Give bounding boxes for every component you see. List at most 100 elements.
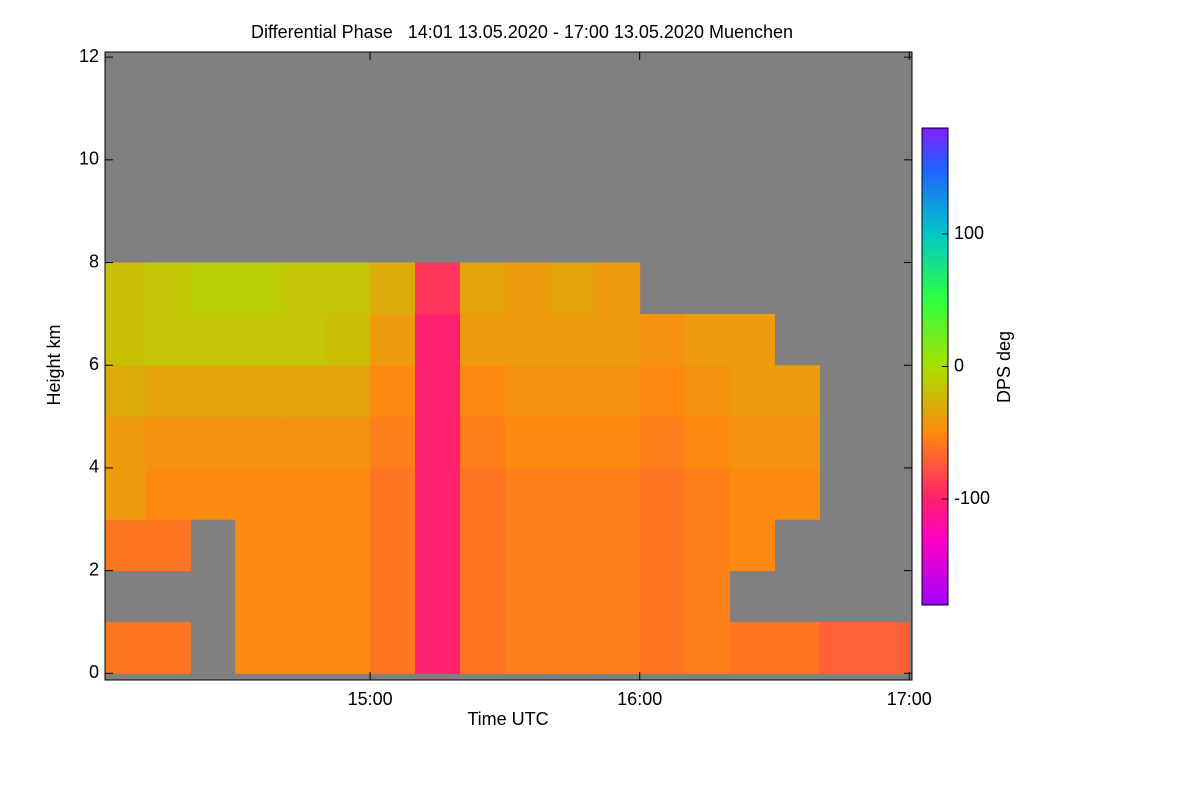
heatmap-cell bbox=[504, 262, 551, 315]
heatmap-cell bbox=[145, 519, 191, 572]
heatmap-cell bbox=[280, 365, 326, 418]
heatmap-cell bbox=[504, 519, 551, 572]
heatmap-cell bbox=[325, 262, 371, 315]
heatmap-cell bbox=[145, 262, 191, 315]
colorbar-tick-label: -100 bbox=[954, 488, 990, 508]
heatmap-cell bbox=[684, 416, 731, 469]
axes: 15:00 16:00 17:00 0 2 4 6 8 10 12 -100 0 100 bbox=[79, 46, 990, 709]
heatmap-cell bbox=[819, 621, 865, 674]
x-tick-label: 15:00 bbox=[348, 689, 393, 709]
heatmap-cell bbox=[325, 365, 371, 418]
heatmap-cell bbox=[235, 570, 281, 623]
heatmap-cell bbox=[459, 313, 506, 366]
heatmap-cell bbox=[325, 519, 371, 572]
heatmap-cell bbox=[504, 313, 551, 366]
heatmap-cell bbox=[594, 365, 641, 418]
heatmap-cell bbox=[145, 365, 191, 418]
heatmap-cell bbox=[280, 416, 326, 469]
y-tick-label: 2 bbox=[89, 559, 99, 579]
heatmap-cell bbox=[504, 365, 551, 418]
heatmap-cell bbox=[370, 262, 416, 315]
heatmap-cell bbox=[415, 570, 461, 623]
heatmap-cell bbox=[639, 313, 686, 366]
heatmap-cell bbox=[370, 416, 416, 469]
heatmap-cell bbox=[549, 519, 596, 572]
heatmap-cell bbox=[549, 570, 596, 623]
heatmap-cell bbox=[105, 621, 146, 674]
heatmap-cell bbox=[370, 570, 416, 623]
heatmap-cell bbox=[190, 262, 236, 315]
heatmap-cell bbox=[729, 365, 776, 418]
y-tick-label: 12 bbox=[79, 46, 99, 66]
heatmap-cell bbox=[325, 313, 371, 366]
heatmap-cell bbox=[729, 313, 776, 366]
heatmap-cell bbox=[549, 262, 596, 315]
heatmap-cell bbox=[594, 467, 641, 520]
heatmap-cell bbox=[105, 519, 146, 572]
y-tick-label: 4 bbox=[89, 457, 99, 477]
heatmap-cell bbox=[774, 416, 820, 469]
heatmap-cell bbox=[105, 467, 146, 520]
heatmap-cell bbox=[370, 467, 416, 520]
heatmap-cell bbox=[594, 519, 641, 572]
heatmap-cell bbox=[504, 467, 551, 520]
heatmap-cell bbox=[504, 570, 551, 623]
heatmap-cell bbox=[594, 570, 641, 623]
heatmap-cell bbox=[370, 365, 416, 418]
heatmap-cell bbox=[370, 621, 416, 674]
heatmap-cell bbox=[459, 621, 506, 674]
heatmap-cell bbox=[280, 313, 326, 366]
heatmap-cell bbox=[459, 262, 506, 315]
x-tick-label: 17:00 bbox=[887, 689, 932, 709]
heatmap-cell bbox=[235, 467, 281, 520]
heatmap-cell bbox=[190, 416, 236, 469]
heatmap-cell bbox=[729, 519, 776, 572]
heatmap-cell bbox=[190, 313, 236, 366]
heatmap-cell bbox=[370, 313, 416, 366]
heatmap-cell bbox=[684, 365, 731, 418]
heatmap-cell bbox=[415, 519, 461, 572]
heatmap-cell bbox=[459, 467, 506, 520]
heatmap-cell bbox=[639, 519, 686, 572]
heatmap-cell bbox=[105, 416, 146, 469]
heatmap-cell bbox=[235, 519, 281, 572]
heatmap-cell bbox=[145, 621, 191, 674]
heatmap-cell bbox=[504, 416, 551, 469]
heatmap-cell bbox=[639, 621, 686, 674]
heatmap-cell bbox=[235, 621, 281, 674]
heatmap-cell bbox=[325, 621, 371, 674]
heatmap-cell bbox=[864, 621, 910, 674]
heatmap-cell bbox=[459, 570, 506, 623]
heatmap-cell bbox=[280, 621, 326, 674]
heatmap-cell bbox=[415, 621, 461, 674]
heatmap-cell bbox=[415, 416, 461, 469]
heatmap-cell bbox=[459, 519, 506, 572]
y-tick-label: 6 bbox=[89, 354, 99, 374]
heatmap-cell bbox=[549, 416, 596, 469]
heatmap-cell bbox=[415, 313, 461, 366]
heatmap-cell bbox=[684, 621, 731, 674]
heatmap-cell bbox=[729, 621, 776, 674]
heatmap-cell bbox=[280, 519, 326, 572]
x-tick-label: 16:00 bbox=[617, 689, 662, 709]
heatmap-cell bbox=[504, 621, 551, 674]
y-tick-label: 8 bbox=[89, 251, 99, 271]
heatmap-cell bbox=[190, 365, 236, 418]
heatmap-cell bbox=[549, 467, 596, 520]
heatmap-cell bbox=[594, 313, 641, 366]
heatmap-cell bbox=[729, 416, 776, 469]
plot-frame bbox=[104, 51, 913, 681]
heatmap-cell bbox=[684, 570, 731, 623]
heatmap-cell bbox=[684, 467, 731, 520]
heatmap-cell bbox=[639, 416, 686, 469]
heatmap-cell bbox=[459, 416, 506, 469]
colorbar-tick-label: 0 bbox=[954, 355, 964, 375]
heatmap-cell bbox=[729, 467, 776, 520]
heatmap-cell bbox=[280, 467, 326, 520]
heatmap-cell bbox=[639, 467, 686, 520]
heatmap-cell bbox=[459, 365, 506, 418]
chart-title: Differential Phase 14:01 13.05.2020 - 17… bbox=[251, 22, 793, 42]
heatmap-cell bbox=[684, 313, 731, 366]
heatmap-cell bbox=[549, 313, 596, 366]
